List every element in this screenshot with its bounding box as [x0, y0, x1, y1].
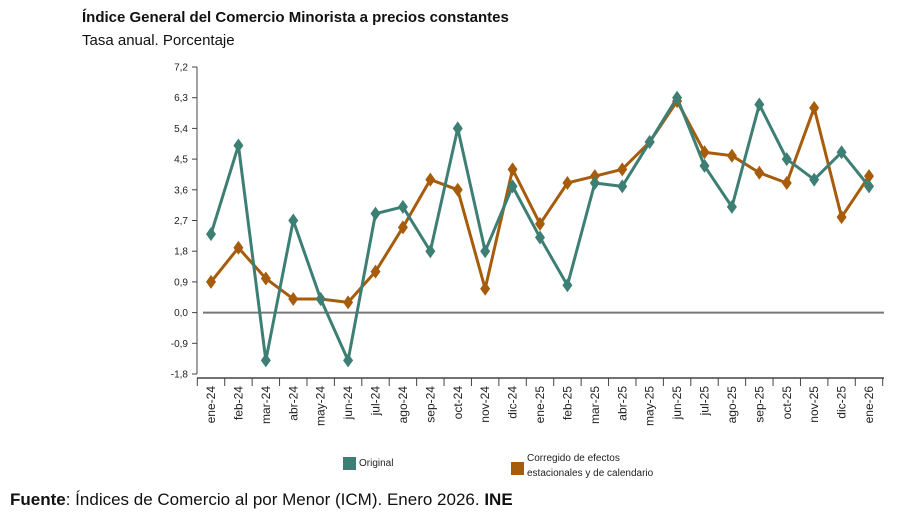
x-tick-label: may-24	[314, 386, 328, 426]
x-tick-label: ene-24	[204, 386, 218, 424]
y-tick-label: 5,4	[174, 124, 188, 135]
y-tick-label: -1,8	[171, 370, 189, 381]
x-tick-label: dic-25	[835, 386, 849, 419]
data-point-original	[343, 353, 354, 368]
data-point-corrected	[397, 220, 408, 235]
source-label: Fuente	[10, 490, 66, 509]
data-point-corrected	[425, 172, 436, 187]
x-tick-label: jul-24	[369, 386, 383, 417]
data-point-original	[699, 158, 710, 173]
y-tick-label: 4,5	[174, 155, 188, 166]
legend-label-corrected-line1: Corregido de efectos	[527, 453, 620, 464]
x-tick-label: ago-24	[396, 386, 410, 424]
y-tick-label: 6,3	[174, 93, 188, 104]
source-org: INE	[484, 490, 513, 509]
x-tick-label: mar-24	[259, 386, 273, 424]
x-tick-label: abr-25	[615, 386, 629, 421]
y-tick-label: -0,9	[171, 339, 189, 350]
data-point-original	[206, 227, 216, 242]
legend-label-original: Original	[359, 458, 394, 469]
data-point-original	[809, 172, 820, 187]
y-tick-label: 3,6	[174, 185, 188, 196]
line-chart: 7,2 6,3 5,4 4,5 3,6 2,7 1,8 0,9 0,0 -0,9 -1,8 ene-2…	[171, 63, 884, 426]
data-point-original	[452, 121, 463, 136]
legend-label-corrected-line2: estacionales y de calendario	[527, 468, 654, 479]
data-point-original	[233, 138, 244, 153]
data-point-original	[397, 199, 408, 214]
x-tick-label: dic-24	[506, 386, 520, 419]
data-point-corrected	[260, 271, 271, 286]
data-point-corrected	[480, 281, 491, 296]
data-point-original	[260, 353, 271, 368]
data-point-original	[535, 230, 545, 245]
data-point-corrected	[507, 162, 518, 177]
x-tick-label: ago-25	[725, 386, 739, 424]
x-tick-label: jul-25	[698, 386, 712, 417]
x-tick-label: sep-25	[752, 386, 766, 423]
legend-swatch-original	[343, 457, 356, 470]
data-point-original	[480, 244, 491, 259]
legend-corrected: Corregido de efectos estacionales y de c…	[511, 451, 653, 481]
data-point-original	[781, 152, 792, 167]
y-tick-label: 2,7	[174, 216, 188, 227]
data-point-corrected	[836, 210, 847, 225]
data-point-corrected	[535, 216, 545, 231]
data-point-original	[672, 90, 683, 105]
series-line-corrected	[209, 99, 871, 304]
x-tick-label: sep-24	[423, 386, 437, 423]
data-point-original	[644, 135, 655, 150]
data-point-corrected	[452, 182, 463, 197]
x-tick-label: ene-26	[862, 386, 876, 424]
data-point-original	[507, 179, 518, 194]
x-tick-label: mar-25	[588, 386, 602, 424]
y-tick-label: 0,9	[174, 277, 188, 288]
legend-original: Original	[343, 457, 393, 470]
x-tick-label: ene-25	[533, 386, 547, 424]
data-point-corrected	[343, 295, 354, 310]
chart-subtitle: Tasa anual. Porcentaje	[82, 32, 235, 49]
data-point-original	[562, 278, 573, 293]
x-tick-label: nov-24	[478, 386, 492, 423]
y-tick-label: 1,8	[174, 247, 188, 258]
data-point-original	[589, 175, 600, 190]
data-point-corrected	[781, 175, 792, 190]
data-point-corrected	[562, 175, 573, 190]
data-point-corrected	[726, 148, 737, 163]
data-point-original	[315, 291, 326, 306]
x-tick-label: jun-24	[341, 386, 355, 421]
data-point-corrected	[370, 264, 381, 279]
data-point-corrected	[206, 274, 216, 289]
data-point-corrected	[233, 240, 244, 255]
x-tick-label: jun-25	[670, 386, 684, 421]
y-tick-label: 7,2	[174, 63, 188, 74]
source-text: : Índices de Comercio al por Menor (ICM)…	[65, 490, 485, 509]
data-point-original	[370, 206, 381, 221]
data-point-original	[425, 244, 436, 259]
data-point-corrected	[864, 169, 874, 184]
data-point-corrected	[809, 100, 820, 115]
x-tick-label: feb-25	[560, 386, 574, 420]
data-point-corrected	[288, 291, 299, 306]
data-point-original	[754, 97, 765, 112]
x-tick-label: oct-25	[780, 386, 794, 420]
data-point-original	[726, 199, 737, 214]
legend-swatch-corrected	[511, 461, 524, 475]
chart-title: Índice General del Comercio Minorista a …	[82, 9, 509, 26]
y-tick-label: 0,0	[174, 308, 188, 319]
data-point-original	[617, 179, 628, 194]
data-point-original	[288, 213, 299, 228]
data-point-original	[864, 179, 874, 194]
data-point-corrected	[617, 162, 628, 177]
source-note: Fuente: Índices de Comercio al por Menor…	[10, 490, 513, 510]
data-point-original	[836, 145, 847, 160]
x-tick-label: may-25	[643, 386, 657, 426]
x-tick-label: oct-24	[451, 386, 465, 420]
x-tick-label: nov-25	[807, 386, 821, 423]
data-point-corrected	[754, 165, 765, 180]
x-tick-label: feb-24	[231, 386, 245, 420]
x-tick-label: abr-24	[286, 386, 300, 421]
